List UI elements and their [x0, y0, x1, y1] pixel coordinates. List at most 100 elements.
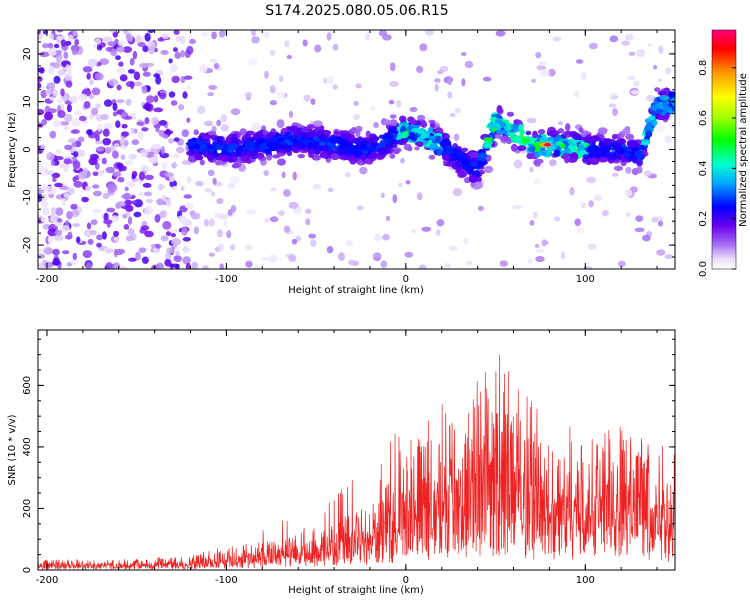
- spectrogram-noise-blob: [119, 74, 128, 82]
- spectrogram-noise-blob: [144, 174, 154, 180]
- spectrogram-ridge-blob: [525, 130, 532, 136]
- spectrogram-noise-blob: [385, 215, 391, 222]
- spectrogram-noise-blob: [52, 177, 57, 183]
- spectrogram-noise-blob: [168, 228, 178, 233]
- spectrogram-noise-blob: [90, 219, 98, 226]
- spectrogram-ridge-blob: [217, 137, 223, 146]
- spectrogram-noise-blob: [411, 229, 416, 234]
- spectrogram-noise-blob: [116, 99, 125, 104]
- spectrogram-noise-blob: [144, 167, 152, 172]
- spectrogram-noise-blob: [245, 209, 256, 215]
- snr-y-label: SNR (10 * v/v): [7, 414, 18, 485]
- spectrogram-noise-blob: [580, 202, 587, 209]
- spectrogram-noise-blob: [63, 163, 69, 173]
- spectrogram-noise-blob: [74, 38, 80, 46]
- spectrogram-ridge-blob: [434, 127, 444, 135]
- spectrogram-noise-blob: [63, 113, 73, 123]
- spectrogram-noise-blob: [54, 156, 64, 161]
- snr-marks: [38, 354, 675, 570]
- spectrogram-noise-blob: [92, 208, 102, 213]
- spectrogram-ridge-blob: [649, 105, 660, 111]
- spectrogram-noise-blob: [128, 257, 137, 262]
- spectrogram-noise-blob: [370, 106, 376, 111]
- spectrogram-noise-blob: [82, 250, 93, 259]
- spectrogram-noise-blob: [140, 225, 150, 231]
- spectrogram-ridge-blob: [529, 137, 536, 145]
- spectrogram-ridge-blob: [284, 131, 293, 140]
- spectrogram-noise-blob: [164, 172, 174, 178]
- spectrogram-noise-blob: [210, 191, 216, 197]
- spectrogram-noise-blob: [102, 192, 110, 199]
- spectrogram-noise-blob: [38, 30, 41, 35]
- spectrogram-noise-blob: [245, 244, 253, 251]
- spectrogram-ridge-blob: [442, 150, 452, 156]
- spectrogram-noise-blob: [142, 71, 151, 77]
- spectrogram-noise-blob: [38, 164, 44, 172]
- spectrogram-noise-blob: [175, 35, 182, 42]
- spectrogram-noise-blob: [264, 70, 269, 79]
- spectrogram-ridge-blob: [221, 146, 229, 152]
- spectrogram-noise-blob: [97, 124, 102, 132]
- spectrogram-noise-blob: [251, 122, 261, 132]
- spectrogram-noise-blob: [123, 224, 130, 230]
- spectrogram-noise-blob: [40, 200, 49, 208]
- spectrogram-noise-blob: [38, 82, 42, 89]
- spectrogram-ridge-blob: [228, 143, 239, 149]
- spectrogram-ridge-blob: [645, 130, 653, 138]
- spectrogram-noise-blob: [200, 32, 209, 37]
- spectrogram-noise-blob: [113, 230, 119, 237]
- spectrogram-noise-blob: [180, 49, 185, 58]
- spectrogram-noise-blob: [123, 192, 131, 201]
- spectrogram-noise-blob: [204, 187, 213, 193]
- spectrogram-noise-blob: [132, 50, 138, 60]
- spectrogram-noise-blob: [382, 233, 390, 241]
- spectrogram-noise-blob: [303, 94, 311, 102]
- spectrogram-noise-blob: [138, 171, 146, 181]
- spectrogram-noise-blob: [103, 212, 109, 221]
- spectrogram-noise-blob: [103, 219, 113, 225]
- spectrogram-noise-blob: [144, 62, 155, 67]
- spectrogram-noise-blob: [63, 158, 72, 165]
- spectrogram-noise-blob: [121, 123, 128, 129]
- spectrogram-noise-blob: [161, 161, 168, 170]
- spectrogram-noise-blob: [125, 98, 132, 106]
- spectrogram-ridge-blob: [510, 143, 518, 152]
- spectrogram-noise-blob: [38, 32, 44, 40]
- spectrogram-noise-blob: [213, 62, 220, 70]
- spectrogram-noise-blob: [144, 117, 150, 125]
- spectrogram-noise-blob: [191, 261, 199, 269]
- spectrogram-noise-blob: [466, 260, 473, 266]
- spectrogram-noise-blob: [119, 137, 125, 146]
- spectrogram-ridge-blob: [382, 119, 391, 126]
- spectrogram-noise-blob: [642, 234, 651, 242]
- spectrogram-ridge-blob: [427, 127, 434, 132]
- spectrogram-noise-blob: [173, 30, 180, 35]
- spectrogram-noise-blob: [102, 36, 113, 43]
- spectrogram-noise-blob: [184, 202, 194, 209]
- spectrogram-noise-blob: [633, 80, 640, 87]
- spectrogram-noise-blob: [133, 71, 141, 81]
- spectrogram-noise-blob: [260, 256, 270, 262]
- spectrogram-noise-blob: [601, 209, 609, 217]
- spectrogram-ridge-blob: [644, 126, 652, 131]
- spectrogram-noise-blob: [171, 75, 180, 84]
- spectrogram-noise-blob: [608, 103, 617, 108]
- spectrogram-ridge-blob: [656, 108, 664, 114]
- x-tick-label: 100: [576, 274, 595, 285]
- spectrogram-noise-blob: [82, 66, 93, 73]
- spectrogram-ridge-blob: [496, 105, 503, 113]
- spectrogram-ridge-blob: [319, 151, 329, 159]
- spectrogram-noise-blob: [83, 101, 91, 109]
- spectrogram-noise-blob: [218, 243, 224, 252]
- spectrogram-ridge-blob: [311, 154, 322, 161]
- spectrogram-noise-blob: [182, 91, 188, 99]
- spectrogram-ridge-blob: [476, 160, 484, 168]
- spectrogram-noise-blob: [101, 157, 107, 165]
- spectrogram-noise-blob: [535, 52, 542, 59]
- spectrogram-noise-blob: [71, 142, 77, 148]
- spectrogram-noise-blob: [122, 46, 133, 53]
- spectrogram-noise-blob: [588, 200, 594, 208]
- spectrogram-ridge-blob: [330, 153, 340, 161]
- snr-x-label: Height of straight line (km): [288, 585, 424, 596]
- spectrogram-noise-blob: [326, 246, 334, 254]
